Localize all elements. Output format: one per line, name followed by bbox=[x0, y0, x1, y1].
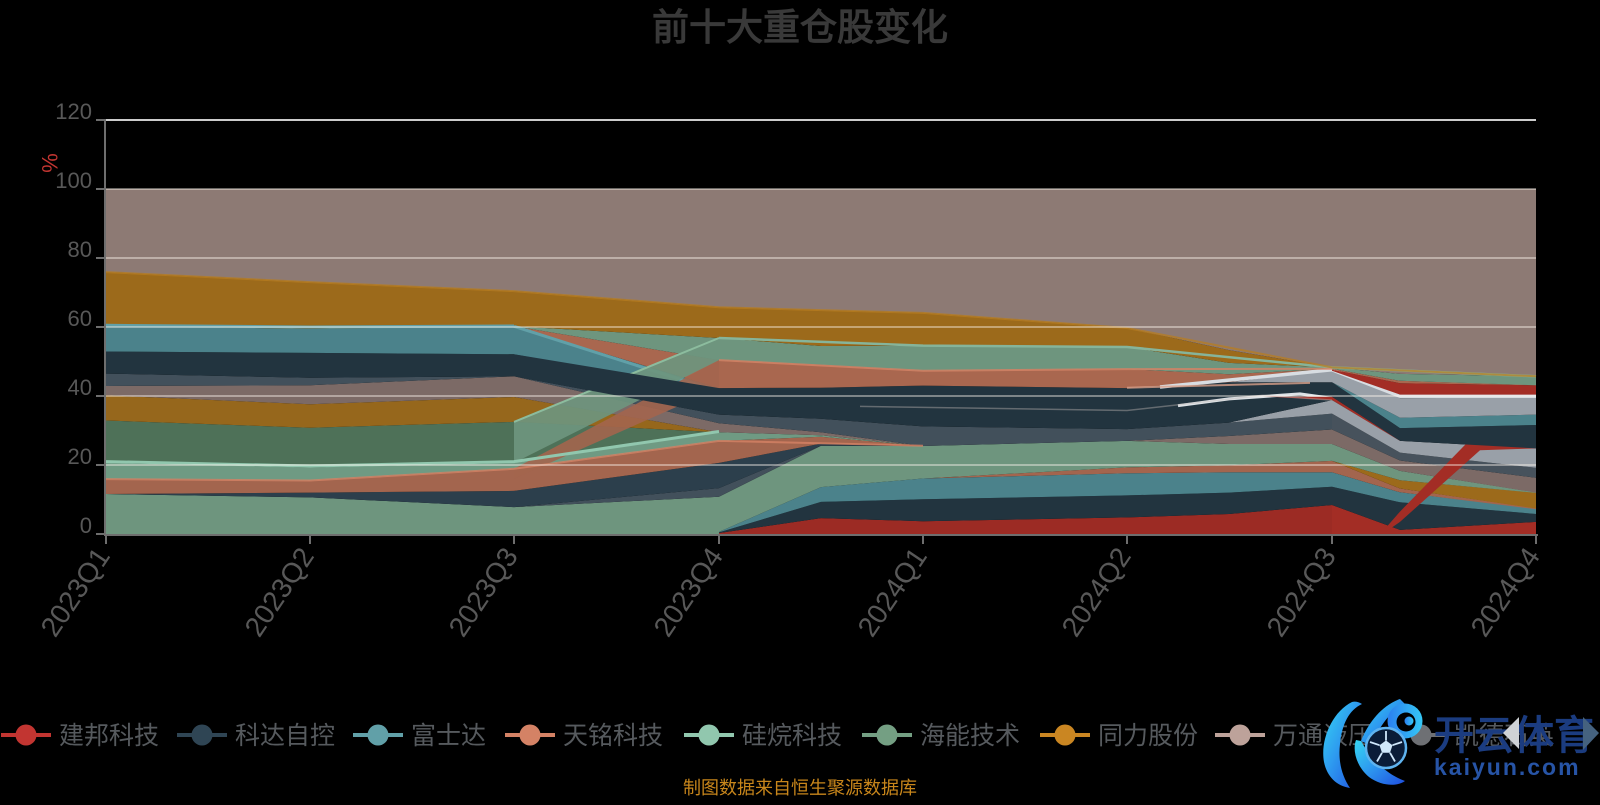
svg-text:0: 0 bbox=[80, 513, 92, 538]
svg-text:40: 40 bbox=[68, 375, 92, 400]
svg-text:80: 80 bbox=[68, 237, 92, 262]
svg-text:100: 100 bbox=[55, 168, 92, 193]
svg-text:前十大重仓股变化: 前十大重仓股变化 bbox=[652, 7, 948, 48]
svg-text:凯德石英: 凯德石英 bbox=[1454, 722, 1554, 750]
svg-text:富士达: 富士达 bbox=[411, 722, 486, 750]
svg-text:kaiyun.com: kaiyun.com bbox=[1434, 754, 1581, 780]
svg-text:60: 60 bbox=[68, 306, 92, 331]
svg-text:海能技术: 海能技术 bbox=[920, 722, 1020, 750]
svg-text:制图数据来自恒生聚源数据库: 制图数据来自恒生聚源数据库 bbox=[683, 778, 917, 798]
svg-text:硅烷科技: 硅烷科技 bbox=[742, 722, 842, 750]
svg-text:120: 120 bbox=[55, 99, 92, 124]
svg-text:科达自控: 科达自控 bbox=[235, 722, 335, 750]
svg-text:20: 20 bbox=[68, 444, 92, 469]
svg-text:%: % bbox=[37, 153, 62, 173]
svg-text:同力股份: 同力股份 bbox=[1098, 722, 1198, 750]
svg-text:建邦科技: 建邦科技 bbox=[59, 722, 159, 750]
svg-text:天铭科技: 天铭科技 bbox=[563, 722, 663, 750]
